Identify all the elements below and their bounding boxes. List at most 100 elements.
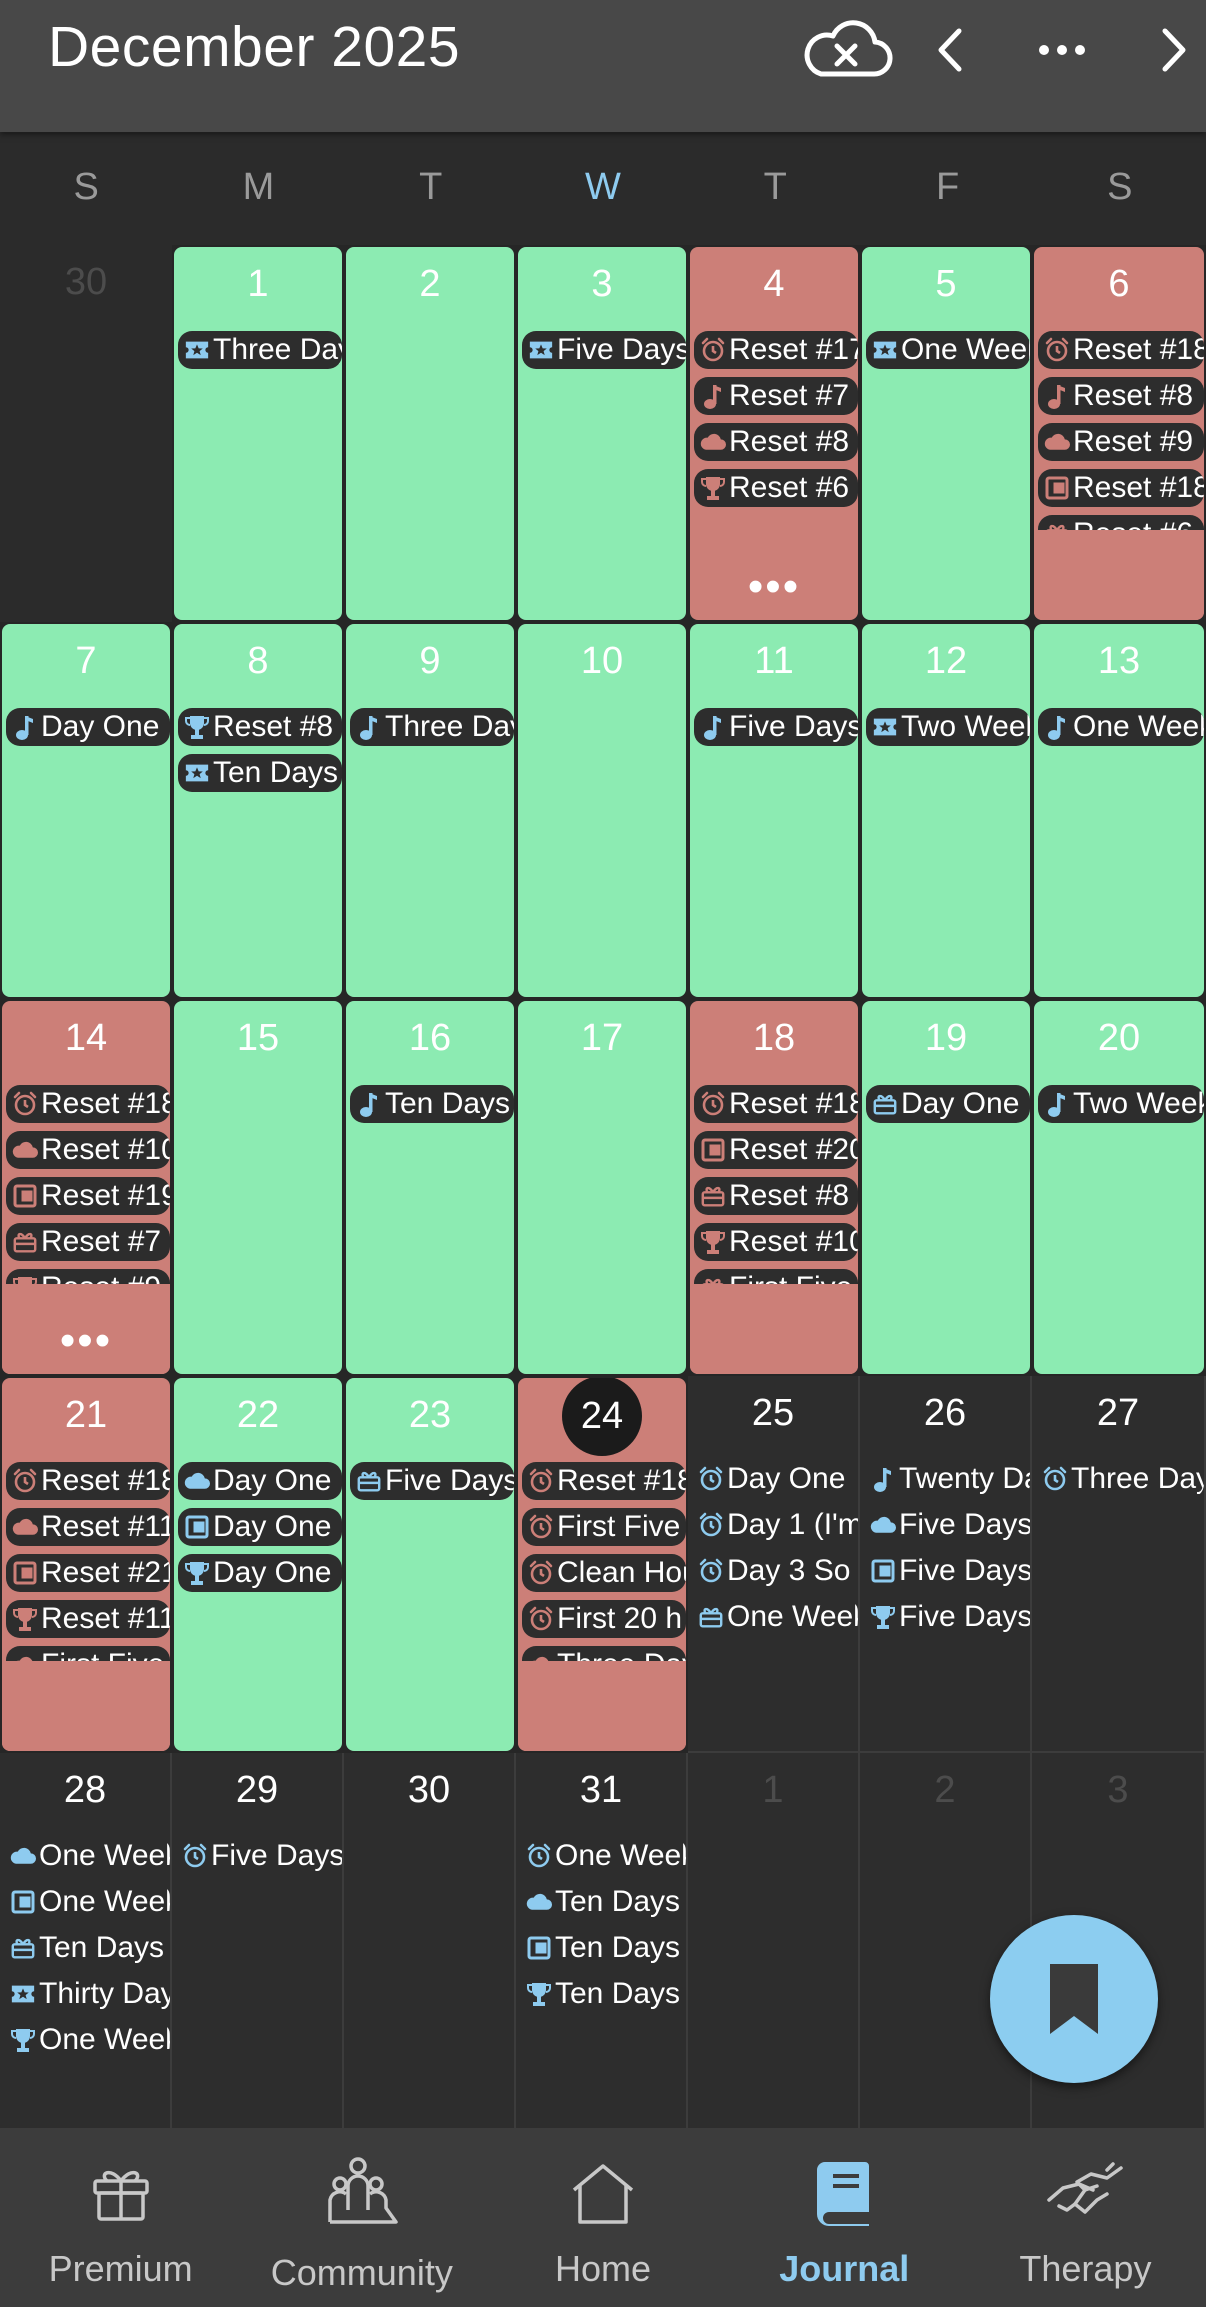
event-pill[interactable]: Five Days [864, 1552, 1030, 1590]
more-icon[interactable] [1036, 14, 1088, 86]
day-cell[interactable]: 11 Five Days [690, 624, 858, 997]
event-pill[interactable]: Five Days [176, 1837, 342, 1875]
event-pill[interactable]: Reset #7 [6, 1223, 170, 1261]
day-cell[interactable]: 12 Two Week [862, 624, 1030, 997]
event-pill[interactable]: Five Days [864, 1506, 1030, 1544]
event-pill[interactable]: Five Days [522, 331, 686, 369]
cloud-x-icon[interactable] [798, 14, 894, 86]
day-cell[interactable]: 31 One Week Ten Days Ten Days Ten Days [516, 1753, 688, 2130]
day-cell[interactable]: 5 One Week [862, 247, 1030, 620]
bookmark-button[interactable] [990, 1915, 1158, 2083]
day-cell[interactable]: 20 Two Week [1034, 1001, 1204, 1374]
event-pill[interactable]: Thirty Days [4, 1975, 170, 2013]
event-pill[interactable]: One Week [866, 331, 1030, 369]
day-cell[interactable]: 30 [344, 1753, 516, 2130]
day-cell[interactable]: 15 [174, 1001, 342, 1374]
day-cell[interactable]: 1 [688, 1753, 860, 2130]
event-pill[interactable]: Ten Days [4, 1929, 170, 1967]
event-pill[interactable]: Five Days [864, 1598, 1030, 1636]
event-pill[interactable]: Day One [866, 1085, 1030, 1123]
event-pill[interactable]: Ten Days [520, 1975, 686, 2013]
event-pill[interactable]: First 20 h [522, 1600, 686, 1638]
tab-home[interactable]: Home [482, 2128, 723, 2307]
event-pill[interactable]: Ten Days [178, 754, 342, 792]
event-pill[interactable]: Reset #21 [6, 1554, 170, 1592]
event-pill[interactable]: Reset #20 [694, 1131, 858, 1169]
event-pill[interactable]: Two Week [866, 708, 1030, 746]
event-pill[interactable]: Reset #19 [6, 1177, 170, 1215]
tab-therapy[interactable]: Therapy [965, 2128, 1206, 2307]
day-cell[interactable]: 27 Three Days [1032, 1376, 1206, 1753]
event-pill[interactable]: Reset #18 [1038, 331, 1204, 369]
day-cell[interactable]: 29 Five Days [172, 1753, 344, 2130]
event-pill[interactable]: Reset #10 [694, 1223, 858, 1261]
day-cell[interactable]: 30 [0, 245, 172, 622]
tab-community[interactable]: Community [241, 2128, 482, 2307]
event-pill[interactable]: Day One [178, 1462, 342, 1500]
event-pill[interactable]: Reset #18 [1038, 469, 1204, 507]
day-cell[interactable]: 23 Five Days [346, 1378, 514, 1751]
event-pill[interactable]: Day One [692, 1460, 858, 1498]
event-pill[interactable]: One Week [692, 1598, 858, 1636]
event-pill[interactable]: Reset #8 [178, 708, 342, 746]
event-pill[interactable]: Day One [6, 708, 170, 746]
event-pill[interactable]: One Week [4, 2021, 170, 2059]
event-pill[interactable]: Reset #18 [694, 1085, 858, 1123]
event-pill[interactable]: Day One [178, 1508, 342, 1546]
event-pill[interactable]: Reset #8 [694, 1177, 858, 1215]
day-cell[interactable]: 24 Reset #18 First Five Clean House First 20… [518, 1378, 686, 1751]
day-cell[interactable]: 26 Twenty Days Five Days Five Days Five Days [860, 1376, 1032, 1753]
day-cell[interactable]: 25 Day One Day 1 (I'm Day 3 So One Week [688, 1376, 860, 1753]
event-pill[interactable]: Reset #18 [522, 1462, 686, 1500]
day-cell[interactable]: 8 Reset #8 Ten Days [174, 624, 342, 997]
event-pill[interactable]: Reset #18 [6, 1462, 170, 1500]
event-pill[interactable]: Ten Days [520, 1883, 686, 1921]
event-pill[interactable]: One Week [520, 1837, 686, 1875]
day-cell[interactable]: 7 Day One [2, 624, 170, 997]
day-cell[interactable]: 16 Ten Days [346, 1001, 514, 1374]
day-cell[interactable]: 1 Three Days [174, 247, 342, 620]
event-pill[interactable]: Reset #6 [694, 469, 858, 507]
event-pill[interactable]: Day 3 So [692, 1552, 858, 1590]
day-cell[interactable]: 2 [860, 1753, 1032, 2130]
event-pill[interactable]: Day One [178, 1554, 342, 1592]
tab-journal[interactable]: Journal [724, 2128, 965, 2307]
day-cell[interactable]: 17 [518, 1001, 686, 1374]
day-cell[interactable]: 22 Day One Day One Day One [174, 1378, 342, 1751]
chevron-left-icon[interactable] [930, 14, 970, 86]
tab-premium[interactable]: Premium [0, 2128, 241, 2307]
event-pill[interactable]: Reset #8 [1038, 377, 1204, 415]
day-cell[interactable]: 3 Five Days [518, 247, 686, 620]
day-cell[interactable]: 4 Reset #17 Reset #7 Reset #8 Reset #6 ••• [690, 247, 858, 620]
chevron-right-icon[interactable] [1154, 14, 1194, 86]
event-pill[interactable]: Ten Days [520, 1929, 686, 1967]
more-events-indicator[interactable]: ••• [747, 562, 801, 611]
event-pill[interactable]: Clean House [522, 1554, 686, 1592]
event-pill[interactable]: One Week [4, 1837, 170, 1875]
event-pill[interactable]: Ten Days [350, 1085, 514, 1123]
event-pill[interactable]: Reset #11 [6, 1508, 170, 1546]
event-pill[interactable]: Reset #9 [1038, 423, 1204, 461]
event-pill[interactable]: One Week [1038, 708, 1204, 746]
day-cell[interactable]: 2 [346, 247, 514, 620]
event-pill[interactable]: Three Days [1036, 1460, 1204, 1498]
event-pill[interactable]: Twenty Days [864, 1460, 1030, 1498]
event-pill[interactable]: Three Days [350, 708, 514, 746]
day-cell[interactable]: 10 [518, 624, 686, 997]
more-events-indicator[interactable]: ••• [59, 1316, 113, 1365]
event-pill[interactable]: Three Days [178, 331, 342, 369]
event-pill[interactable]: Five Days [694, 708, 858, 746]
event-pill[interactable]: Reset #11 [6, 1600, 170, 1638]
event-pill[interactable]: Reset #8 [694, 423, 858, 461]
day-cell[interactable]: 19 Day One [862, 1001, 1030, 1374]
event-pill[interactable]: Reset #18 [6, 1085, 170, 1123]
event-pill[interactable]: One Week [4, 1883, 170, 1921]
event-pill[interactable]: Reset #7 [694, 377, 858, 415]
event-pill[interactable]: Five Days [350, 1462, 514, 1500]
event-pill[interactable]: First Five [522, 1508, 686, 1546]
event-pill[interactable]: Two Week [1038, 1085, 1204, 1123]
